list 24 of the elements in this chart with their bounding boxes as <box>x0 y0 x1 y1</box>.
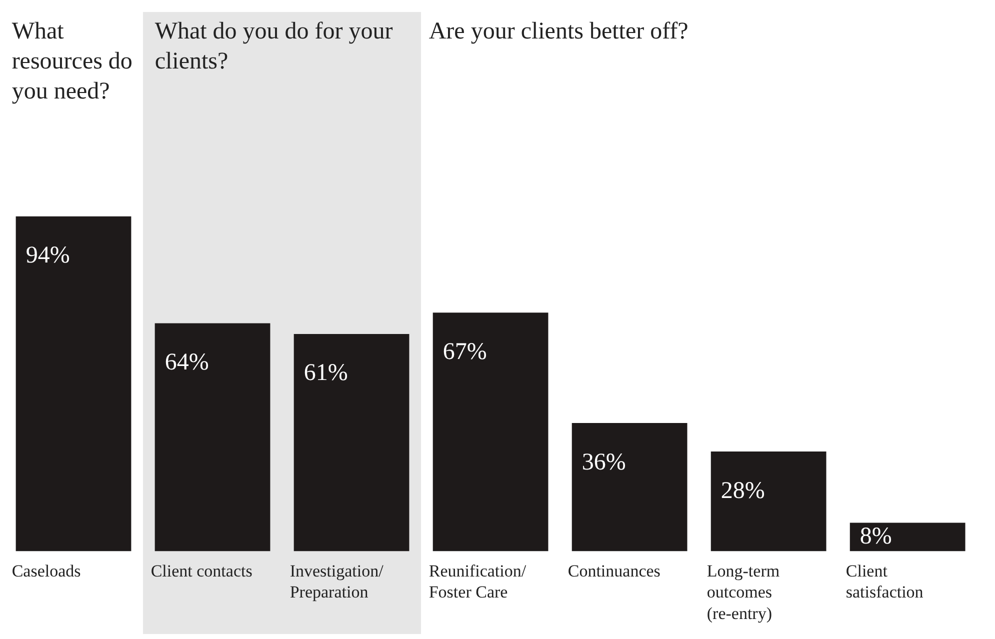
data-label: 36% <box>582 449 626 476</box>
bar <box>154 323 270 552</box>
data-label: 8% <box>860 523 892 550</box>
x-tick-label: Long-term outcomes (re-entry) <box>706 561 780 623</box>
x-tick-label: Continuances <box>568 561 660 580</box>
x-tick-label: Client satisfaction <box>846 561 924 602</box>
x-tick-label: Investigation/ Preparation <box>290 561 384 602</box>
bar <box>850 522 966 552</box>
text: What resources do you need? <box>12 18 132 104</box>
bar <box>432 312 548 552</box>
text: What do you do for your clients? <box>154 18 393 74</box>
data-label: 64% <box>164 350 209 376</box>
x-tick-label: Reunification/ Foster Care <box>428 561 526 602</box>
bar <box>710 452 826 552</box>
bar <box>294 334 410 552</box>
data-label: 61% <box>304 360 348 386</box>
bar <box>572 423 688 552</box>
data-label: 28% <box>720 478 765 504</box>
text: Are your clients better off? <box>428 18 688 44</box>
data-label: 67% <box>442 338 487 365</box>
bar <box>16 216 132 552</box>
x-tick-label: Caseloads <box>12 561 81 580</box>
x-tick-label: Client contacts <box>150 561 252 580</box>
data-label: 94% <box>26 242 70 269</box>
